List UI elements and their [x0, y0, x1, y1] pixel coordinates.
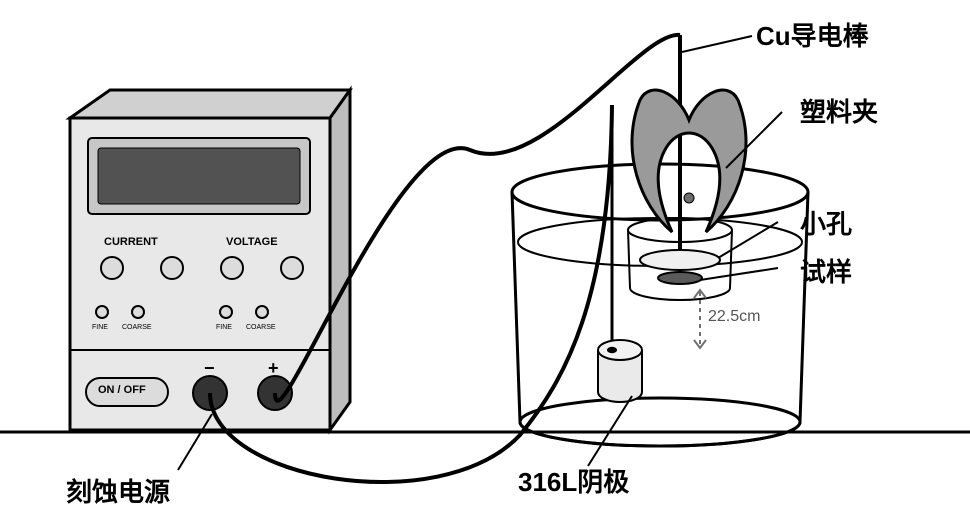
knob-voltage-coarse[interactable] — [221, 257, 243, 279]
knob-current-coarse[interactable] — [101, 257, 123, 279]
sample — [658, 272, 702, 284]
plastic-clamp — [632, 90, 746, 232]
knob-small-3[interactable] — [220, 306, 232, 318]
knob-small-4[interactable] — [256, 306, 268, 318]
display-screen — [98, 148, 300, 204]
on-off-button[interactable] — [86, 378, 168, 406]
knob-current-fine[interactable] — [161, 257, 183, 279]
knob-small-2[interactable] — [132, 306, 144, 318]
sample-hole — [640, 250, 720, 270]
cathode-316l — [598, 340, 642, 402]
knob-small-1[interactable] — [96, 306, 108, 318]
knob-voltage-fine[interactable] — [281, 257, 303, 279]
power-supply — [70, 90, 350, 430]
